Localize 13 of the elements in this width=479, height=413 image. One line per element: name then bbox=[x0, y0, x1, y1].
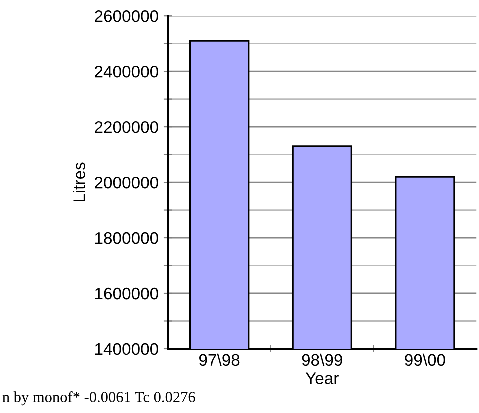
y-tick-label: 1400000 bbox=[95, 343, 158, 356]
text: n by monof* -0.0061 Tc 0.0276 bbox=[2, 392, 196, 406]
x-axis-title: Year bbox=[306, 372, 339, 384]
y-tick-label: 2400000 bbox=[95, 66, 158, 78]
y-tick-label: 1800000 bbox=[95, 232, 158, 244]
y-tick-label: 2600000 bbox=[95, 10, 158, 22]
x-tick-label: 99\00 bbox=[405, 354, 446, 366]
y-tick-label: 1600000 bbox=[95, 288, 158, 300]
y-tick-label: 2200000 bbox=[95, 121, 158, 134]
x-tick-label: 98\99 bbox=[302, 354, 342, 366]
x-tick-label: 97\98 bbox=[199, 354, 240, 366]
y-tick-label: 2000000 bbox=[95, 176, 158, 189]
y-axis-title: Litres bbox=[73, 162, 86, 202]
